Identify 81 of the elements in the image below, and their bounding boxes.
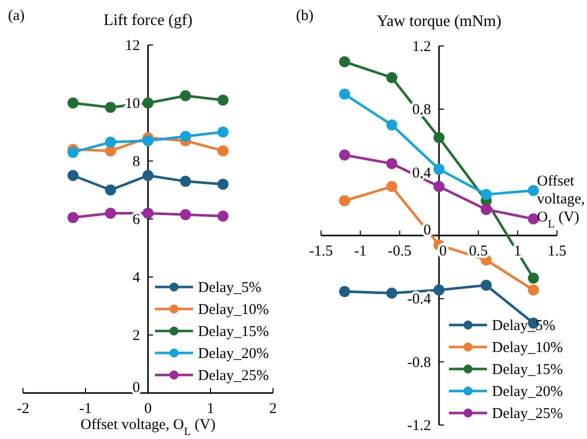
x-tick-label: 2 bbox=[269, 401, 277, 417]
point bbox=[105, 136, 116, 148]
legend-label: Delay_20% bbox=[492, 384, 563, 400]
y-axis-title: Lift force (gf) bbox=[104, 12, 192, 29]
point bbox=[218, 126, 228, 138]
x-tick-label: -1 bbox=[354, 244, 367, 260]
point bbox=[528, 272, 539, 284]
legend-label: Delay_25% bbox=[198, 368, 269, 384]
point bbox=[480, 280, 492, 291]
x-tick-label: 1.5 bbox=[548, 244, 566, 260]
point bbox=[218, 145, 228, 156]
text: (a) bbox=[8, 8, 25, 24]
legend-label: Delay_15% bbox=[198, 324, 269, 340]
point bbox=[434, 284, 444, 296]
point bbox=[142, 135, 154, 146]
point bbox=[528, 184, 539, 196]
point bbox=[218, 210, 228, 222]
x-tick-label: 1 bbox=[514, 244, 522, 260]
y-tick-label: 0 bbox=[132, 380, 140, 396]
y-tick-label: 8 bbox=[132, 154, 140, 170]
point bbox=[180, 130, 191, 142]
y-tick-label: 0 bbox=[424, 222, 431, 238]
point bbox=[105, 184, 116, 196]
legend-label: Delay_10% bbox=[198, 302, 269, 318]
point bbox=[180, 176, 191, 187]
point bbox=[528, 284, 539, 296]
legend-label: Delay_5% bbox=[198, 280, 262, 296]
point bbox=[339, 286, 350, 298]
point bbox=[339, 149, 350, 160]
point bbox=[480, 188, 492, 200]
x-tick-label: 0 bbox=[439, 244, 447, 260]
x-tick-label: -0.5 bbox=[388, 244, 412, 260]
y-tick-label: 12 bbox=[125, 38, 140, 54]
point bbox=[339, 56, 350, 68]
point bbox=[386, 288, 398, 299]
point bbox=[386, 72, 398, 84]
legend-label: Delay_10% bbox=[492, 340, 563, 356]
point bbox=[68, 170, 78, 181]
point bbox=[142, 208, 154, 219]
point bbox=[180, 209, 191, 220]
point bbox=[434, 181, 444, 192]
point bbox=[68, 146, 78, 158]
x-tick-label: -1 bbox=[79, 401, 92, 417]
y-tick-label: 6 bbox=[132, 212, 140, 228]
text: (b) bbox=[296, 8, 314, 24]
point bbox=[105, 102, 116, 113]
x-axis-title: Offset voltage, O$_{L}$ (V) bbox=[537, 174, 585, 230]
legend-label: Delay_25% bbox=[492, 406, 563, 422]
point bbox=[386, 158, 398, 170]
legend-label: Delay_5% bbox=[492, 318, 556, 334]
point bbox=[434, 164, 444, 175]
point bbox=[386, 181, 398, 192]
point bbox=[480, 204, 492, 215]
y-tick-label: -0.8 bbox=[407, 354, 431, 371]
x-tick-label: -1.5 bbox=[309, 244, 333, 260]
point bbox=[105, 145, 116, 156]
x-tick-label: -2 bbox=[16, 401, 30, 417]
point bbox=[68, 212, 78, 224]
x-tick-label: 1 bbox=[206, 401, 214, 417]
legend-label: Delay_15% bbox=[492, 362, 563, 378]
y-axis-title: Yaw torque (mNm) bbox=[376, 13, 502, 30]
point bbox=[180, 90, 191, 102]
point bbox=[142, 98, 154, 108]
y-tick-label: 2 bbox=[132, 328, 140, 344]
point bbox=[105, 208, 116, 219]
y-tick-label: 1.2 bbox=[412, 39, 431, 55]
point bbox=[218, 178, 228, 190]
y-tick-label: 0.4 bbox=[412, 165, 432, 182]
point bbox=[142, 170, 154, 181]
point bbox=[339, 88, 350, 100]
point bbox=[339, 195, 350, 206]
y-tick-label: 4 bbox=[132, 270, 140, 286]
y-tick-label: -0.4 bbox=[407, 292, 432, 308]
point bbox=[386, 119, 398, 130]
point bbox=[218, 94, 228, 106]
point bbox=[68, 98, 78, 108]
x-axis-title: Offset voltage, O$_{L}$ (V) bbox=[80, 417, 216, 438]
y-tick-label: -1.2 bbox=[407, 418, 431, 434]
point bbox=[434, 132, 444, 144]
x-tick-label: 0 bbox=[144, 401, 152, 417]
legend-label: Delay_20% bbox=[198, 346, 269, 362]
